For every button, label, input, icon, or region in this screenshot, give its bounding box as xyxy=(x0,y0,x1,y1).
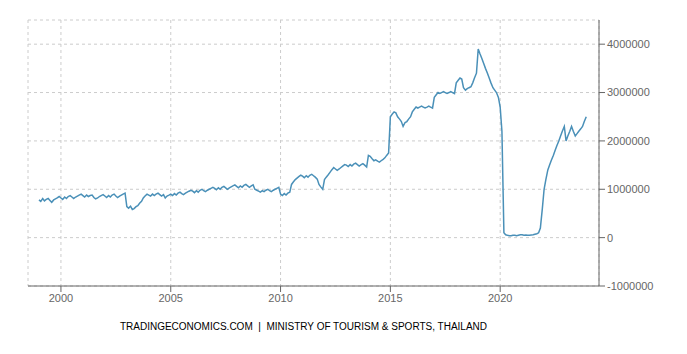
svg-text:3000000: 3000000 xyxy=(607,86,650,98)
svg-text:0: 0 xyxy=(607,232,613,244)
svg-text:2010: 2010 xyxy=(268,292,292,304)
svg-text:1000000: 1000000 xyxy=(607,183,650,195)
svg-text:-1000000: -1000000 xyxy=(607,280,654,292)
svg-text:2000000: 2000000 xyxy=(607,135,650,147)
svg-text:2005: 2005 xyxy=(159,292,183,304)
svg-text:2000: 2000 xyxy=(49,292,73,304)
html-text:TRADINGECONOMICS.COM | MINISTR: TRADINGECONOMICS.COM | MINISTRY OF TOURI… xyxy=(120,321,487,332)
svg-text:4000000: 4000000 xyxy=(607,38,650,50)
svg-text:2015: 2015 xyxy=(378,292,402,304)
svg-text:2020: 2020 xyxy=(488,292,512,304)
